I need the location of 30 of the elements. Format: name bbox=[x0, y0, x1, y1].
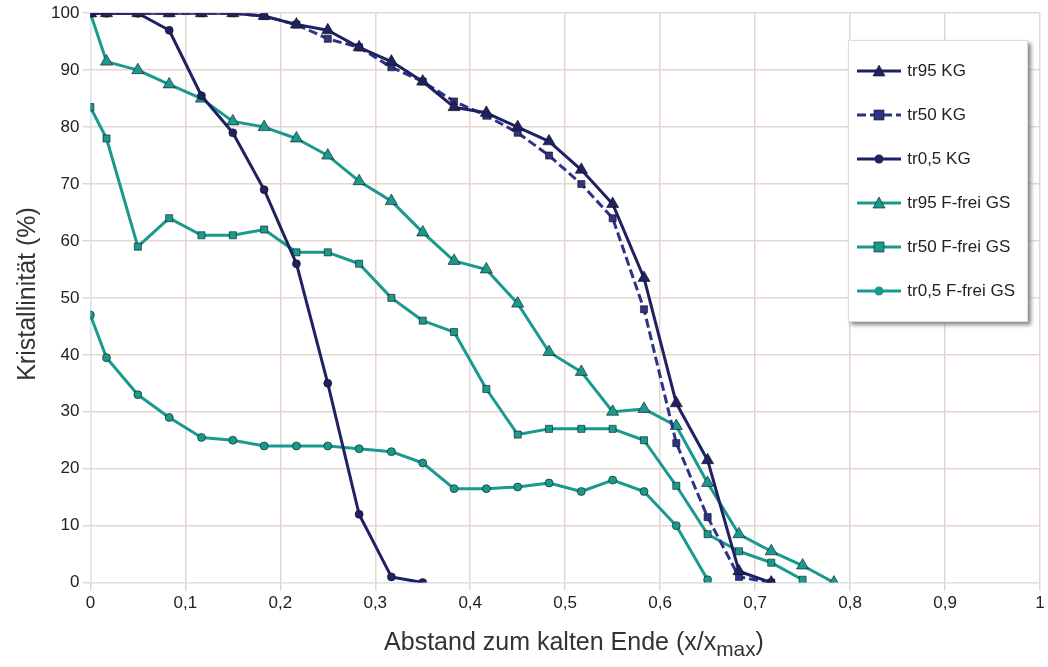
y-tick-label: 40 bbox=[60, 344, 80, 364]
y-tick-label: 0 bbox=[69, 572, 80, 592]
x-tick-label: 1 bbox=[1035, 593, 1045, 613]
x-tick-label: 0,5 bbox=[553, 593, 577, 613]
y-tick-label: 20 bbox=[60, 458, 80, 478]
y-tick-label: 80 bbox=[60, 116, 80, 136]
x-tick-label: 0 bbox=[85, 593, 96, 613]
x-tick-label: 0,9 bbox=[933, 593, 957, 613]
x-tick-label: 0,6 bbox=[648, 593, 672, 613]
legend-label: tr0,5 KG bbox=[907, 149, 971, 169]
legend-label: tr50 F-frei GS bbox=[907, 237, 1011, 257]
y-tick-label: 10 bbox=[60, 515, 80, 535]
legend-label: tr95 F-frei GS bbox=[907, 193, 1011, 213]
y-tick-label: 30 bbox=[60, 401, 80, 421]
y-tick-label: 90 bbox=[60, 59, 80, 79]
legend-label: tr95 KG bbox=[907, 61, 966, 81]
x-tick-label: 0,3 bbox=[363, 593, 388, 613]
y-tick-label: 70 bbox=[60, 173, 80, 193]
x-tick-label: 0,2 bbox=[268, 593, 293, 613]
x-tick-label: 0,1 bbox=[173, 593, 198, 613]
y-tick-label: 100 bbox=[50, 2, 80, 22]
y-tick-label: 60 bbox=[60, 230, 80, 250]
legend-label: tr50 KG bbox=[907, 105, 966, 125]
legend-label: tr0,5 F-frei GS bbox=[907, 281, 1015, 301]
x-tick-label: 0,7 bbox=[743, 593, 767, 613]
y-tick-label: 50 bbox=[60, 287, 80, 307]
x-tick-label: 0,8 bbox=[838, 593, 862, 613]
y-axis-title: Kristallinität (%) bbox=[11, 206, 41, 381]
x-axis-title: Abstand zum kalten Ende (x/x$_{max}$) bbox=[383, 627, 765, 661]
x-tick-label: 0,4 bbox=[458, 593, 483, 613]
